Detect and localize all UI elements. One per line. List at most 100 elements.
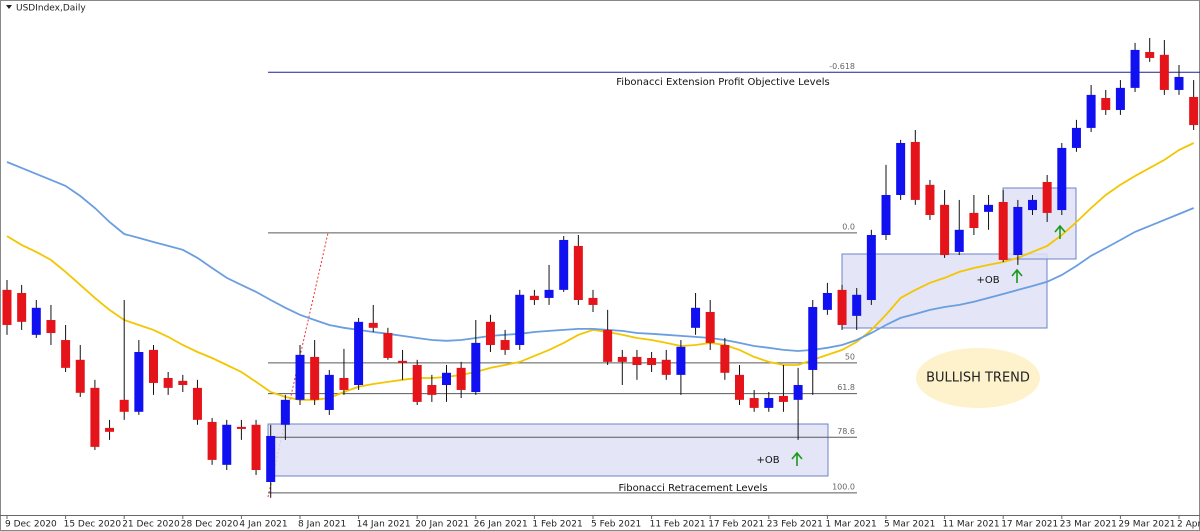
chart-title: USDIndex,Daily xyxy=(16,4,86,14)
candle-body xyxy=(661,359,671,375)
retracement-label: Fibonacci Retracement Levels xyxy=(618,483,767,494)
candle-body xyxy=(398,360,408,363)
candle-body xyxy=(881,194,891,236)
x-tick-label: 26 Jan 2021 xyxy=(474,520,528,530)
candle-body xyxy=(617,356,627,362)
fib-level-label: 50 xyxy=(845,352,855,361)
x-tick-label: 14 Jan 2021 xyxy=(357,520,411,530)
candle-body xyxy=(1145,51,1155,58)
candle-body xyxy=(236,426,246,429)
candle-body xyxy=(192,387,202,420)
candle-body xyxy=(837,289,847,325)
candle-body xyxy=(105,427,115,432)
candle-body xyxy=(251,424,261,471)
candle-body xyxy=(163,377,173,388)
x-tick-label: 5 Mar 2021 xyxy=(884,520,935,530)
candle-body xyxy=(1042,181,1052,213)
candle-body xyxy=(705,311,715,343)
candle-body xyxy=(749,398,759,408)
candle-body xyxy=(691,307,701,328)
x-tick-label: 28 Dec 2020 xyxy=(181,520,239,530)
candle-body xyxy=(266,435,276,482)
candle-body xyxy=(119,399,129,412)
x-tick-label: 23 Mar 2021 xyxy=(1060,520,1117,530)
candle-body xyxy=(442,372,451,386)
candle-body xyxy=(178,380,188,386)
candle-body xyxy=(471,342,481,393)
x-tick-label: 11 Feb 2021 xyxy=(650,520,706,530)
candle-body xyxy=(588,297,598,305)
x-tick-label: 11 Mar 2021 xyxy=(943,520,1000,530)
candle-body xyxy=(75,359,85,393)
fib-level-label: 0.0 xyxy=(842,222,855,231)
x-tick-label: 9 Dec 2020 xyxy=(5,520,57,530)
candle-body xyxy=(676,346,686,375)
candle-body xyxy=(1115,87,1125,110)
order-block xyxy=(267,423,829,477)
candle-body xyxy=(808,307,818,370)
trend-badge xyxy=(916,348,1040,408)
candle-body xyxy=(573,245,583,301)
candle-body xyxy=(1071,127,1081,148)
candle-body xyxy=(998,201,1008,260)
candle-body xyxy=(1174,76,1184,90)
candle-body xyxy=(896,142,906,195)
x-tick-label: 21 Dec 2020 xyxy=(122,520,180,530)
candle-body xyxy=(1159,54,1169,90)
candle-body xyxy=(134,351,144,412)
x-tick-label: 29 Mar 2021 xyxy=(1118,520,1175,530)
candle-body xyxy=(46,320,56,334)
ob-label: +OB xyxy=(976,275,999,286)
candle-body xyxy=(295,354,305,400)
candle-body xyxy=(31,307,41,335)
candle-body xyxy=(427,385,437,395)
candle-body xyxy=(925,184,935,215)
menu-arrow xyxy=(6,5,12,9)
trend-label: BULLISH TREND xyxy=(926,371,1030,386)
candle-body xyxy=(852,294,862,316)
candle-body xyxy=(954,229,964,252)
candle-body xyxy=(324,374,334,410)
x-tick-label: 1 Mar 2021 xyxy=(825,520,876,530)
candle-body xyxy=(720,344,730,373)
candle-body xyxy=(383,333,393,358)
candle-body xyxy=(500,340,510,350)
candle-body xyxy=(354,321,364,386)
candle-body xyxy=(940,204,950,256)
candle-body xyxy=(1028,199,1037,211)
extension-label: Fibonacci Extension Profit Objective Lev… xyxy=(616,77,829,88)
x-tick-label: 17 Feb 2021 xyxy=(708,520,764,530)
candle-body xyxy=(17,292,27,322)
arrow-up xyxy=(791,451,803,466)
moving-average xyxy=(6,142,1195,401)
candle-body xyxy=(822,292,832,310)
candle-body xyxy=(735,374,744,400)
candle-body xyxy=(778,395,788,402)
candle-body xyxy=(1189,96,1199,126)
ob-label: +OB xyxy=(756,455,779,466)
fib-level-label: 100.0 xyxy=(832,482,855,491)
candle-body xyxy=(456,367,466,390)
x-tick-label: 2 Apr xyxy=(1177,520,1200,530)
candle-body xyxy=(207,421,217,460)
x-tick-label: 20 Jan 2021 xyxy=(415,520,469,530)
x-tick-label: 5 Feb 2021 xyxy=(591,520,641,530)
fib-level-label: 78.6 xyxy=(837,427,855,436)
fib-level-label: 61.8 xyxy=(837,383,855,392)
candle-body xyxy=(1013,206,1023,256)
candle-body xyxy=(149,349,158,383)
candle-body xyxy=(2,289,12,325)
candle-body xyxy=(910,141,920,200)
candle-body xyxy=(1101,98,1111,110)
x-tick-label: 4 Jan 2021 xyxy=(239,520,287,530)
candle-body xyxy=(90,387,100,447)
candle-body xyxy=(412,364,422,402)
candle-body xyxy=(61,340,71,368)
candle-body xyxy=(632,356,642,365)
candle-body xyxy=(515,294,525,345)
candle-body xyxy=(793,385,803,400)
arrow-up xyxy=(1011,268,1023,283)
candle-body xyxy=(1086,94,1096,128)
candle-body xyxy=(969,212,979,228)
